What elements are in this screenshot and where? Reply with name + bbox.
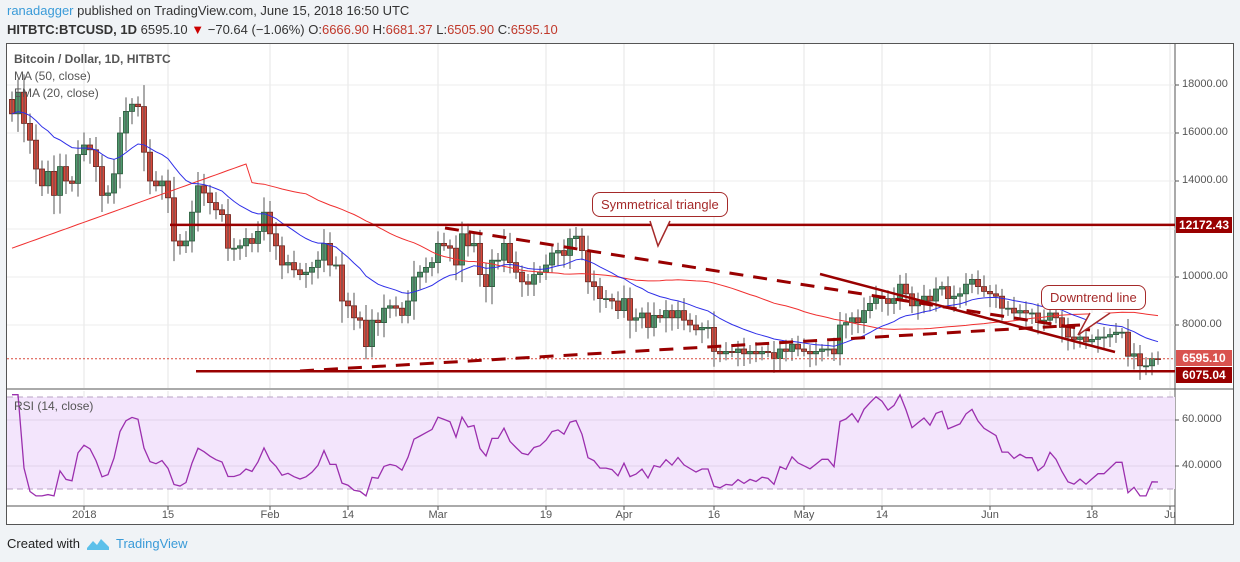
price-change: −70.64 (−1.06%) [207,22,305,37]
symbol-quote-line: HITBTC:BTCUSD, 1D 6595.10 ▼ −70.64 (−1.0… [7,22,558,37]
rsi-line [12,393,1159,497]
tradingview-link[interactable]: TradingView [115,536,188,551]
publish-info: ranadagger published on TradingView.com,… [7,3,410,18]
y-axis-tick-label: 14000.00 [1182,174,1228,186]
author-link[interactable]: ranadagger [7,3,74,18]
rsi-axis-tick-label: 40.0000 [1182,459,1222,471]
x-axis-tick-label: Jun [981,509,999,521]
symbol-label: HITBTC:BTCUSD, 1D [7,22,137,37]
ema20-line [11,111,1159,347]
triangle-lower-line [299,323,1081,373]
x-axis-tick-label: 14 [341,509,355,521]
ma50-line [11,163,1159,330]
last-price: 6595.10 [140,22,188,37]
triangle-callout-pointer [649,220,671,249]
footer: Created with TradingView [7,536,188,551]
ma-legend[interactable]: MA (50, close) [14,69,91,83]
triangle-upper-line [444,226,1091,332]
downtrend-callout-pointer [1077,312,1111,336]
x-axis-tick-label: 14 [875,509,889,521]
y-axis-tick-label: 8000.00 [1182,318,1222,330]
triangle-annotation[interactable]: Symmetrical triangle [592,192,728,217]
ema-legend[interactable]: EMA (20, close) [14,86,99,100]
x-axis-tick-label: Mar [428,509,448,521]
open-value: 6666.90 [321,22,369,37]
rsi-legend[interactable]: RSI (14, close) [14,399,94,413]
downtrend-annotation[interactable]: Downtrend line [1041,285,1146,310]
series-title: Bitcoin / Dollar, 1D, HITBTC [14,52,171,66]
x-axis-tick-label: May [793,509,815,521]
rsi-axis-tick-label: 60.0000 [1182,413,1222,425]
x-axis-tick-label: 16 [707,509,721,521]
x-axis-tick-label: Feb [260,509,280,521]
downtrend-line [819,272,1116,354]
low-value: 6505.90 [447,22,495,37]
last-price-label: 6595.10 [1176,350,1232,366]
x-axis-tick-label: 18 [1085,509,1099,521]
y-axis-tick-label: 18000.00 [1182,78,1228,90]
x-axis-tick-label: Ju [1164,509,1176,521]
x-axis-tick-label: 2018 [72,509,97,521]
support-price-label: 6075.04 [1176,367,1232,383]
y-axis-tick-label: 16000.00 [1182,126,1228,138]
x-axis-tick-label: 15 [161,509,175,521]
high-value: 6681.37 [385,22,433,37]
tradingview-logo-icon [86,538,109,550]
y-axis-tick-label: 10000.00 [1182,270,1228,282]
down-arrow-icon: ▼ [191,22,205,37]
x-axis-tick-label: 19 [539,509,553,521]
created-with-text: Created with [7,536,80,551]
close-value: 6595.10 [510,22,558,37]
x-axis-tick-label: Apr [615,509,633,521]
resistance-price-label: 12172.43 [1176,217,1232,233]
